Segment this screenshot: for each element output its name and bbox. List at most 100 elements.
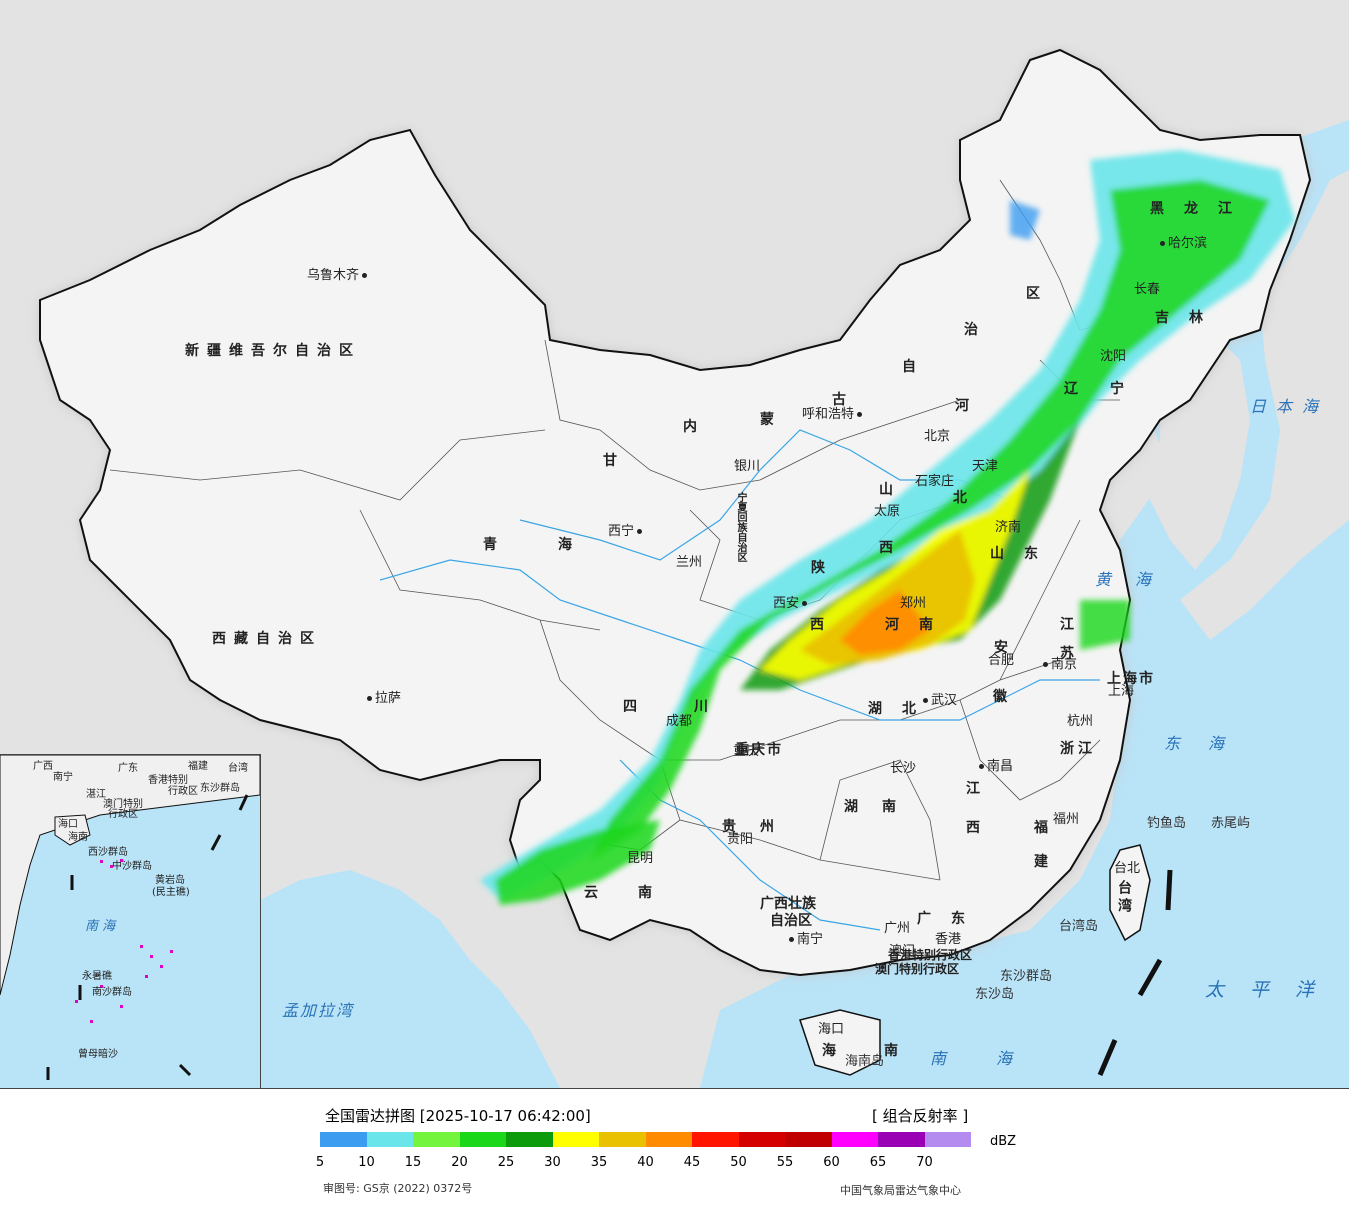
sea-yellow: 黄海	[1095, 570, 1176, 589]
label-zhejiang: 浙江	[1060, 741, 1096, 757]
label-fujian-1: 福	[1034, 820, 1056, 836]
inset-yongshu: 永暑礁	[82, 971, 112, 982]
tick-label: 20	[451, 1155, 468, 1170]
color-swatch	[459, 1132, 506, 1147]
sea-south: 南海	[930, 1049, 1063, 1068]
city-lanzhou: 兰州	[676, 555, 703, 570]
color-swatch	[924, 1132, 971, 1147]
tick-label: 55	[776, 1155, 794, 1170]
label-xizang: 西藏自治区	[212, 631, 322, 647]
color-swatch	[506, 1132, 553, 1147]
inset-zengmu: 曾母暗沙	[78, 1049, 118, 1060]
inset-guangdong: 广东	[118, 763, 138, 774]
city-tianjin: 天津	[972, 459, 999, 474]
tick-label: 70	[916, 1155, 933, 1170]
label-hk-sar: 香港特别行政区	[888, 948, 973, 962]
label-neimeng-3: 古	[832, 392, 854, 408]
label-yunnan-1: 云	[584, 885, 606, 901]
city-hefei: 合肥	[988, 653, 1015, 668]
inset-haikou: 海口	[58, 819, 78, 830]
radar-map: 新疆维吾尔自治区 西藏自治区 青 海 甘 内 蒙 古 自 治 区 黑龙江 吉林 …	[0, 0, 1349, 1089]
color-swatch	[738, 1132, 785, 1147]
inset-dongsha: 东沙群岛	[200, 783, 240, 794]
label-jiangsu-2: 苏	[1060, 646, 1082, 662]
tick-label: 40	[637, 1155, 654, 1170]
label-shaanxi-2: 西	[810, 617, 832, 633]
city-harbin: 哈尔滨	[1157, 237, 1207, 251]
color-swatch	[413, 1132, 460, 1147]
city-xian: 西安	[773, 597, 810, 611]
tick-label: 45	[683, 1155, 701, 1170]
label-heilongjiang: 黑龙江	[1150, 201, 1252, 217]
tick-label: 60	[823, 1155, 840, 1170]
inset-guangxi: 广西	[33, 761, 53, 772]
inset-taiwan: 台湾	[228, 763, 248, 774]
city-fuzhou: 福州	[1053, 812, 1080, 827]
legend-title: 全国雷达拼图 [2025-10-17 06:42:00]	[325, 1107, 591, 1125]
city-chongqing: 重庆	[733, 744, 760, 759]
label-shanghai-prov: 上海市	[1107, 671, 1155, 687]
tick-label: 5	[315, 1155, 325, 1170]
label-anhui-1: 安	[994, 640, 1016, 656]
color-swatch	[785, 1132, 832, 1147]
city-shijiazhuang: 石家庄	[915, 474, 955, 489]
inset-huangyan2: (民主礁)	[152, 887, 190, 898]
label-guangdong: 广东	[917, 911, 985, 927]
label-guizhou: 贵州	[722, 819, 798, 835]
label-chongqing-prov: 重庆市	[735, 742, 783, 758]
color-swatch	[366, 1132, 413, 1147]
tick-label: 35	[590, 1155, 608, 1170]
agency-name: 中国气象局雷达气象中心	[840, 1184, 961, 1197]
label-shandong: 山东	[990, 546, 1058, 562]
label-henan: 河南	[885, 617, 953, 633]
label-shaanxi-1: 陕	[811, 560, 833, 576]
label-xinjiang: 新疆维吾尔自治区	[185, 343, 361, 359]
japan-land	[1180, 170, 1349, 640]
inset-zhanjiang: 湛江	[86, 789, 106, 800]
island-hainan: 海南岛	[845, 1054, 885, 1069]
city-nanjing: 南京	[1040, 658, 1077, 672]
island-taiwan: 台湾岛	[1059, 919, 1099, 934]
city-yinchuan: 银川	[734, 459, 761, 474]
inset-hk2: 行政区	[168, 786, 198, 797]
china-land	[39, 48, 1312, 977]
radar-echoes	[480, 150, 1295, 905]
label-guangxi-2: 自治区	[770, 913, 812, 929]
inset-hk: 香港特别	[148, 775, 188, 786]
color-swatch	[599, 1132, 646, 1147]
city-xining: 西宁	[608, 525, 645, 539]
island-dongsha-group: 东沙群岛	[1000, 969, 1053, 984]
hainan-land	[799, 1009, 881, 1076]
label-jilin: 吉林	[1155, 310, 1223, 326]
city-changsha: 长沙	[890, 761, 917, 776]
city-haikou: 海口	[818, 1022, 845, 1037]
label-gansu: 甘	[603, 453, 625, 469]
south-china-sea-inset: 广西 广东 福建 台湾 南宁 香港特别 行政区 澳门特别 行政区 东沙群岛 海口…	[0, 754, 261, 1088]
city-wuhan: 武汉	[920, 694, 957, 708]
nine-dash-line	[1097, 869, 1173, 1076]
color-swatch	[645, 1132, 692, 1147]
city-hongkong: 香港	[935, 932, 962, 947]
legend-product: [ 组合反射率 ]	[872, 1107, 969, 1125]
city-changchun: 长春	[1134, 282, 1161, 297]
color-swatch	[831, 1132, 878, 1147]
label-taiwan: 台湾	[1116, 880, 1132, 916]
label-neimeng-5: 治	[964, 322, 986, 338]
city-macau: 澳门	[889, 944, 916, 959]
label-fujian-2: 建	[1034, 854, 1056, 870]
city-nanchang: 南昌	[976, 760, 1013, 774]
legend-panel: 全国雷达拼图 [2025-10-17 06:42:00] [ 组合反射率 ] d…	[0, 1089, 1349, 1208]
inset-nansha: 南沙群岛	[92, 987, 132, 998]
label-jiangsu-1: 江	[1060, 617, 1082, 633]
label-neimeng-4: 自	[902, 359, 924, 375]
sea-area	[700, 120, 1349, 1088]
inset-fujian: 福建	[188, 761, 208, 772]
label-yunnan-2: 南	[638, 885, 660, 901]
label-neimeng-2: 蒙	[760, 412, 782, 428]
inset-macau2: 行政区	[108, 809, 138, 820]
inset-hainan: 海南	[68, 832, 88, 843]
inset-macau: 澳门特别	[103, 799, 143, 810]
label-hainan-2: 南	[884, 1043, 906, 1059]
label-liaoning-1: 辽	[1064, 381, 1086, 397]
label-hainan-1: 海	[822, 1043, 844, 1059]
